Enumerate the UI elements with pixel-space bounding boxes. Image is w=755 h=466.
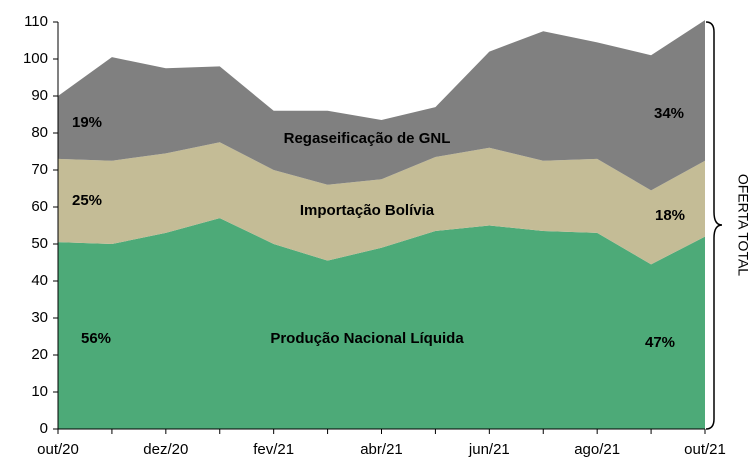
series-label: Importação Bolívia <box>300 202 435 219</box>
share-label: 25% <box>72 192 102 209</box>
x-tick-label: abr/21 <box>360 441 403 458</box>
x-tick-label: out/20 <box>37 441 79 458</box>
total-brace <box>705 21 723 430</box>
y-tick-label: 0 <box>40 420 48 437</box>
x-tick-label: fev/21 <box>253 441 294 458</box>
y-tick-label: 70 <box>31 161 48 178</box>
share-label: 56% <box>81 330 111 347</box>
side-label: OFERTA TOTAL <box>735 174 751 276</box>
x-tick-label: out/21 <box>684 441 726 458</box>
y-tick-label: 80 <box>31 124 48 141</box>
y-tick-label: 100 <box>23 50 48 67</box>
y-tick-label: 30 <box>31 309 48 326</box>
y-tick-label: 110 <box>24 13 48 30</box>
y-tick-label: 10 <box>31 383 48 400</box>
x-tick-label: dez/20 <box>143 441 188 458</box>
x-tick-label: ago/21 <box>574 441 620 458</box>
share-label: 47% <box>645 334 675 351</box>
series-label: Regaseificação de GNL <box>284 130 451 147</box>
y-tick-label: 50 <box>31 235 48 252</box>
share-label: 18% <box>655 207 685 224</box>
area <box>58 218 705 429</box>
area <box>58 142 705 265</box>
area <box>58 20 705 191</box>
y-tick-label: 90 <box>31 87 48 104</box>
share-label: 34% <box>654 105 684 122</box>
y-tick-label: 40 <box>31 272 48 289</box>
y-tick-label: 20 <box>31 346 48 363</box>
y-tick-label: 60 <box>31 198 48 215</box>
share-label: 19% <box>72 114 102 131</box>
x-tick-label: jun/21 <box>468 441 510 458</box>
series-label: Produção Nacional Líquida <box>270 330 464 347</box>
